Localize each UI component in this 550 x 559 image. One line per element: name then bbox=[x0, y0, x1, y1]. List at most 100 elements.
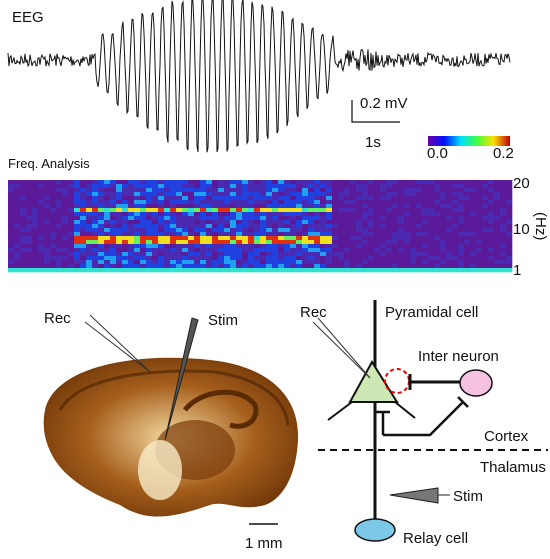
spectrogram-cell bbox=[332, 256, 339, 261]
spectrogram-cell bbox=[32, 228, 39, 233]
spectrogram-cell bbox=[488, 192, 495, 197]
spectrogram-cell bbox=[416, 236, 423, 241]
spectrogram-cell bbox=[188, 248, 195, 253]
spectrogram-cell bbox=[440, 236, 447, 241]
spectrogram-cell bbox=[38, 248, 45, 253]
spectrogram-cell bbox=[296, 204, 303, 209]
spectrogram-cell bbox=[26, 212, 33, 217]
spectrogram-cell bbox=[74, 248, 81, 253]
spectrogram-cell bbox=[242, 252, 249, 257]
spectrogram-cell bbox=[158, 260, 165, 265]
spectrogram-cell bbox=[86, 196, 93, 201]
spectrogram-cell bbox=[296, 216, 303, 221]
spectrogram-cell bbox=[260, 244, 267, 249]
spectrogram-cell bbox=[416, 232, 423, 237]
spectrogram-cell bbox=[434, 268, 441, 273]
spectrogram-cell bbox=[152, 192, 159, 197]
spectrogram-cell bbox=[8, 208, 15, 213]
spectrogram-cell bbox=[182, 240, 189, 245]
spectrogram-cell bbox=[260, 220, 267, 225]
spectrogram-cell bbox=[110, 240, 117, 245]
spectrogram-cell bbox=[506, 180, 513, 185]
spectrogram-cell bbox=[50, 244, 57, 249]
spectrogram-cell bbox=[296, 256, 303, 261]
spectrogram-cell bbox=[242, 200, 249, 205]
spectrogram-cell bbox=[200, 240, 207, 245]
spectrogram-cell bbox=[284, 184, 291, 189]
spectrogram-cell bbox=[404, 256, 411, 261]
spectrogram-cell bbox=[386, 232, 393, 237]
spectrogram-cell bbox=[374, 256, 381, 261]
spectrogram-cell bbox=[80, 180, 87, 185]
spectrogram-cell bbox=[92, 220, 99, 225]
spectrogram-cell bbox=[188, 240, 195, 245]
spectrogram-cell bbox=[158, 232, 165, 237]
spectrogram-cell bbox=[62, 248, 69, 253]
spectrogram-cell bbox=[164, 204, 171, 209]
spectrogram-cell bbox=[368, 268, 375, 273]
spectrogram-cell bbox=[212, 220, 219, 225]
spectrogram-cell bbox=[398, 224, 405, 229]
spectrogram-cell bbox=[92, 244, 99, 249]
spectrogram-cell bbox=[44, 256, 51, 261]
spectrogram-cell bbox=[212, 268, 219, 273]
relay-label: Relay cell bbox=[403, 530, 468, 547]
spectrogram-cell bbox=[260, 208, 267, 213]
spectrogram-cell bbox=[428, 200, 435, 205]
spectrogram-cell bbox=[374, 224, 381, 229]
spectrogram-cell bbox=[428, 180, 435, 185]
spectrogram-cell bbox=[284, 256, 291, 261]
spectrogram-cell bbox=[80, 252, 87, 257]
spectrogram-cell bbox=[68, 268, 75, 273]
spectrogram-cell bbox=[128, 180, 135, 185]
spectrogram-cell bbox=[104, 192, 111, 197]
spectrogram-cell bbox=[308, 180, 315, 185]
spectrogram-cell bbox=[302, 264, 309, 269]
spectrogram-cell bbox=[188, 260, 195, 265]
spectrogram-cell bbox=[344, 196, 351, 201]
spectrogram-cell bbox=[44, 252, 51, 257]
spectrogram-cell bbox=[68, 208, 75, 213]
spectrogram-cell bbox=[68, 192, 75, 197]
spectrogram-cell bbox=[458, 248, 465, 253]
spectrogram-cell bbox=[470, 220, 477, 225]
spectrogram-cell bbox=[38, 196, 45, 201]
spectrogram-cell bbox=[98, 244, 105, 249]
spectrogram-cell bbox=[182, 200, 189, 205]
spectrogram-cell bbox=[410, 220, 417, 225]
spectrogram-cell bbox=[44, 240, 51, 245]
spectrogram-cell bbox=[122, 264, 129, 269]
spectrogram-cell bbox=[104, 232, 111, 237]
spectrogram-cell bbox=[20, 192, 27, 197]
cortex-layer bbox=[58, 369, 290, 426]
spectrogram-cell bbox=[386, 268, 393, 273]
spectrogram-cell bbox=[452, 260, 459, 265]
spectrogram-cell bbox=[182, 244, 189, 249]
spectrogram-cell bbox=[86, 240, 93, 245]
spectrogram-cell bbox=[194, 208, 201, 213]
spectrogram-cell bbox=[488, 256, 495, 261]
spectrogram-cell bbox=[170, 232, 177, 237]
spectrogram-cell bbox=[332, 244, 339, 249]
spectrogram-cell bbox=[50, 236, 57, 241]
spectrogram-cell bbox=[476, 236, 483, 241]
spectrogram-cell bbox=[464, 180, 471, 185]
spectrogram-cell bbox=[218, 268, 225, 273]
spectrogram-cell bbox=[218, 232, 225, 237]
spectrogram-cell bbox=[188, 264, 195, 269]
spectrogram-cell bbox=[134, 196, 141, 201]
spectrogram-cell bbox=[110, 264, 117, 269]
spectrogram-cell bbox=[32, 240, 39, 245]
spectrogram-cell bbox=[320, 204, 327, 209]
spectrogram-cell bbox=[242, 268, 249, 273]
interneuron-label: Inter neuron bbox=[418, 348, 499, 365]
spectrogram-cell bbox=[254, 200, 261, 205]
spectrogram-cell bbox=[332, 208, 339, 213]
spectrogram-cell bbox=[416, 204, 423, 209]
spectrogram-cell bbox=[362, 236, 369, 241]
spectrogram-cell bbox=[506, 200, 513, 205]
spectrogram-cell bbox=[356, 268, 363, 273]
spectrogram-cell bbox=[434, 252, 441, 257]
spectrogram-cell bbox=[260, 224, 267, 229]
spectrogram-cell bbox=[200, 212, 207, 217]
